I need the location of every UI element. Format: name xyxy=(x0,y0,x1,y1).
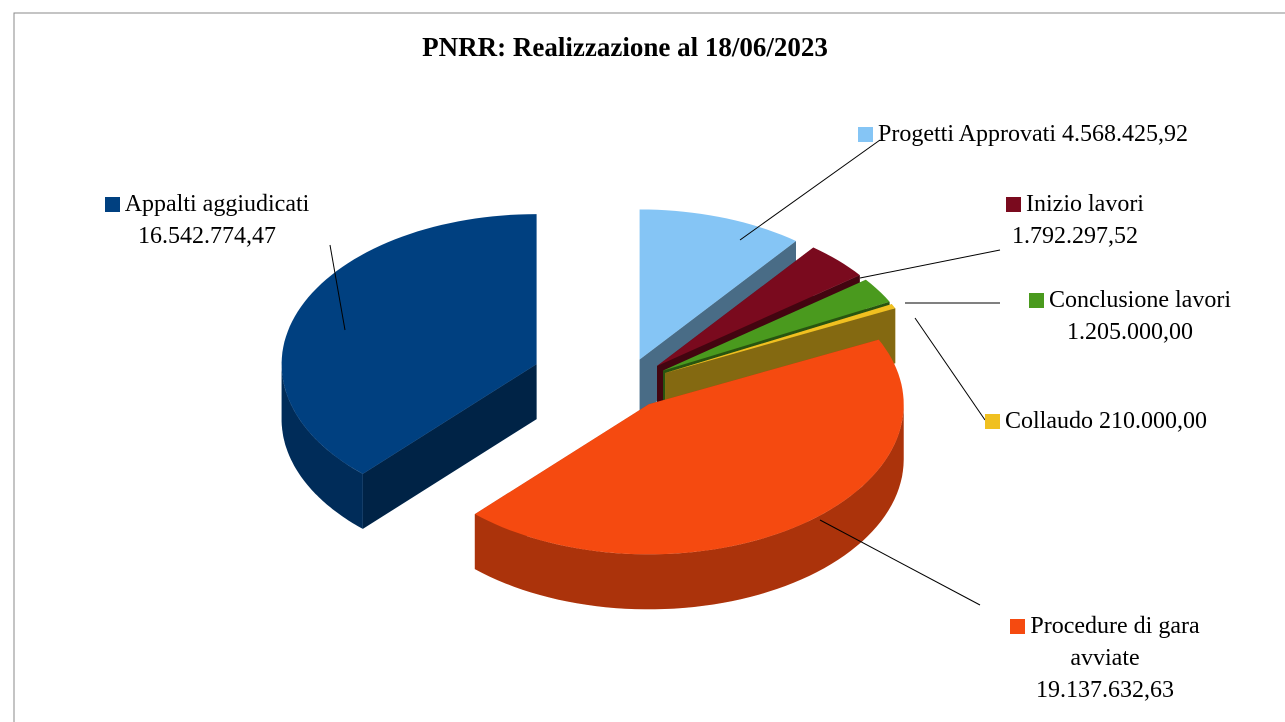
data-label: Appalti aggiudicati 16.542.774,47 xyxy=(62,188,352,252)
label-name: Appalti aggiudicati xyxy=(124,191,310,217)
leader-line xyxy=(859,249,1001,279)
chart-title: PNRR: Realizzazione al 18/06/2023 xyxy=(422,32,828,62)
leader-line xyxy=(914,317,986,421)
slice xyxy=(657,247,860,366)
label-name: Conclusione lavori xyxy=(1049,287,1231,313)
label-value: 210.000,00 xyxy=(1099,408,1207,434)
slice-side xyxy=(362,364,537,529)
legend-swatch xyxy=(858,127,873,142)
slice xyxy=(639,209,796,360)
data-label: Procedure di gara avviate 19.137.632,63 xyxy=(985,610,1225,706)
leader-line xyxy=(819,519,981,606)
label-value: 1.792.297,52 xyxy=(1012,223,1138,249)
label-value: 1.205.000,00 xyxy=(1067,319,1193,345)
leader-line xyxy=(739,139,881,241)
label-value: 4.568.425,92 xyxy=(1061,121,1188,147)
slice-wall xyxy=(474,404,904,610)
legend-swatch xyxy=(104,197,120,212)
label-name: Collaudo xyxy=(1005,408,1093,434)
slice-wall xyxy=(281,364,363,529)
data-label: Inizio lavori 1.792.297,52 xyxy=(975,188,1175,252)
data-label: Collaudo 210.000,00 xyxy=(985,405,1285,437)
legend-swatch xyxy=(1006,197,1022,212)
legend-swatch xyxy=(1010,619,1026,634)
slice xyxy=(474,339,904,555)
label-name: Inizio lavori xyxy=(1026,191,1144,217)
slice xyxy=(665,304,896,373)
slice xyxy=(281,214,537,474)
leader-line xyxy=(329,244,346,331)
slice-shade xyxy=(362,364,537,529)
slice xyxy=(663,279,890,371)
label-name: Progetti Approvati xyxy=(878,121,1056,147)
data-label: Progetti Approvati 4.568.425,92 xyxy=(858,118,1285,150)
label-value: 16.542.774,47 xyxy=(138,223,276,249)
legend-swatch xyxy=(985,414,1000,429)
label-value: 19.137.632,63 xyxy=(1036,677,1174,703)
label-name: Procedure di gara avviate xyxy=(1030,613,1200,671)
slice-shade xyxy=(474,404,904,610)
legend-swatch xyxy=(1029,293,1045,308)
data-label: Conclusione lavori 1.205.000,00 xyxy=(995,284,1265,348)
slice-shade xyxy=(281,364,363,529)
